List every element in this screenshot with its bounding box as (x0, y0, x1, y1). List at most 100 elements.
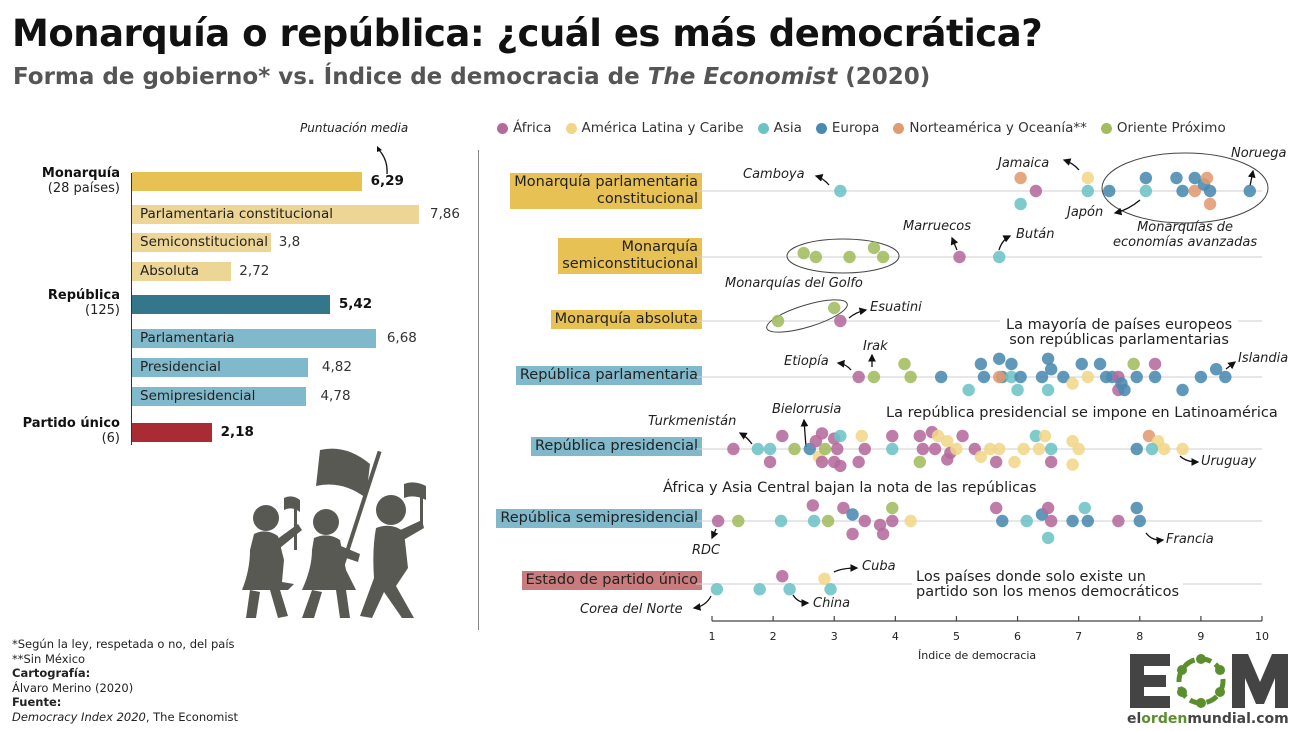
dot-latam (983, 442, 997, 456)
dot-oriente (797, 246, 810, 260)
legend: África América Latina y Caribe Asia Euro… (497, 120, 1226, 136)
dot-asia (1005, 370, 1018, 384)
annotation-line: economías avanzadas (1113, 235, 1258, 250)
dot-latam (941, 435, 954, 448)
legend-label: Oriente Próximo (1116, 120, 1226, 136)
eom-logo (1130, 654, 1288, 708)
group-count: (6) (101, 431, 120, 446)
group-label-republic: República (125) (48, 288, 120, 318)
legend-label: América Latina y Caribe (581, 120, 744, 136)
dot-europa (1044, 363, 1058, 376)
dot-africa (886, 514, 899, 528)
logo-url-part: mundial.com (1187, 711, 1289, 727)
row-label-line: República presidencial (534, 438, 698, 454)
annotation-marruecos: Marruecos (903, 219, 971, 234)
bar-value-label: 2,18 (220, 424, 254, 440)
bar-subtype (132, 329, 376, 348)
dot-oriente (867, 241, 881, 255)
row-label-partido-unico: Estado de partido único (521, 571, 702, 590)
dot-africa (815, 427, 829, 440)
dot-latam (818, 572, 831, 585)
dot-europa (934, 370, 948, 384)
legend-dot-icon (1100, 122, 1112, 134)
dot-asia (1081, 184, 1095, 198)
dot-europa (993, 352, 1006, 365)
arrow-japon (1113, 199, 1141, 216)
legend-item-oriente: Oriente Próximo (1100, 120, 1226, 136)
dot-asia (1020, 514, 1033, 528)
dot-africa (876, 527, 890, 541)
arrow-china (792, 594, 810, 607)
row-label-line: República semipresidencial (500, 510, 698, 526)
annotation-irak: Irak (863, 339, 888, 354)
chart-subtitle: Forma de gobierno* vs. Índice de democra… (13, 64, 930, 90)
group-name: Monarquía (41, 166, 120, 181)
dot-africa (727, 442, 740, 456)
dot-oriente (809, 250, 823, 264)
x-tick-label: 2 (770, 630, 777, 643)
dot-latam (1081, 370, 1095, 384)
logo-url-part: orden (1141, 711, 1188, 727)
annotation-turkmenistan: Turkmenistán (648, 414, 737, 429)
group-count: (125) (85, 303, 120, 318)
dot-latam (1066, 458, 1079, 471)
note-europe: La mayoría de países europeos son repúbli… (1000, 317, 1239, 348)
dot-africa (815, 455, 829, 469)
dot-latam (993, 442, 1006, 456)
row-label-line: Monarquía (621, 239, 698, 255)
dot-europa (1081, 514, 1095, 528)
logo-letter-m (1232, 654, 1288, 708)
dot-latam (904, 514, 917, 528)
dot-africa (776, 429, 789, 443)
annotation-corea: Corea del Norte (580, 602, 683, 617)
bar-value-label: 3,8 (278, 234, 301, 250)
dot-africa (913, 429, 926, 443)
dot-europa (1041, 352, 1055, 365)
note-line: son repúblicas parlamentarias (1009, 332, 1229, 348)
ellipse-absolute-gulf (766, 299, 848, 333)
panel-divider (478, 150, 479, 630)
dot-asia (751, 442, 765, 456)
group-count: (28 países) (47, 181, 120, 196)
bar-value-label: 4,78 (320, 388, 351, 404)
arrow-noruega (1247, 169, 1256, 187)
bar-subtype (132, 262, 232, 281)
note-line: Los países donde solo existe un (916, 569, 1146, 585)
annotation-islandia: Islandia (1238, 351, 1289, 366)
annotation-butan: Bután (1016, 227, 1055, 242)
subtitle-italic: The Economist (647, 64, 838, 90)
dot-latam (1176, 442, 1189, 456)
dot-africa (953, 250, 966, 264)
dot-europa (1075, 357, 1088, 371)
dot-africa (834, 314, 847, 328)
footer-note-2: **Sin México (12, 651, 86, 666)
dot-africa (858, 442, 871, 456)
annotation-uruguay: Uruguay (1201, 454, 1257, 469)
dot-asia (962, 383, 975, 397)
x-axis: 1 2 3 4 5 6 7 8 9 10 (709, 616, 1269, 643)
dot-africa (1112, 514, 1125, 528)
annotation-camboya: Camboya (743, 167, 805, 182)
dot-latam (1072, 442, 1085, 456)
dot-europa (1014, 370, 1027, 384)
bar-category-label: Parlamentaria (140, 330, 235, 346)
bar-axis (131, 173, 132, 445)
arrow-cuba (833, 564, 859, 573)
dot-africa (941, 453, 954, 466)
dot-norteamerica (1188, 184, 1201, 198)
x-tick-label: 5 (953, 630, 960, 643)
dot-norteamerica (993, 370, 1006, 384)
dot-asia (1011, 383, 1024, 397)
dot-europa (1148, 370, 1162, 384)
note-line: La mayoría de países europeos (1006, 317, 1233, 333)
legend-item-latam: América Latina y Caribe (565, 120, 744, 136)
bar-subtype (132, 233, 271, 252)
dot-asia (834, 429, 847, 443)
dot-europa (1188, 171, 1201, 185)
bar-value-label: 5,42 (338, 296, 373, 312)
annotation-esuatini: Esuatini (870, 300, 922, 315)
bar-category-label: Semiconstitucional (140, 234, 268, 250)
legend-item-asia: Asia (757, 120, 802, 136)
arrow-francia (1145, 532, 1165, 545)
dot-europa (1219, 370, 1232, 384)
